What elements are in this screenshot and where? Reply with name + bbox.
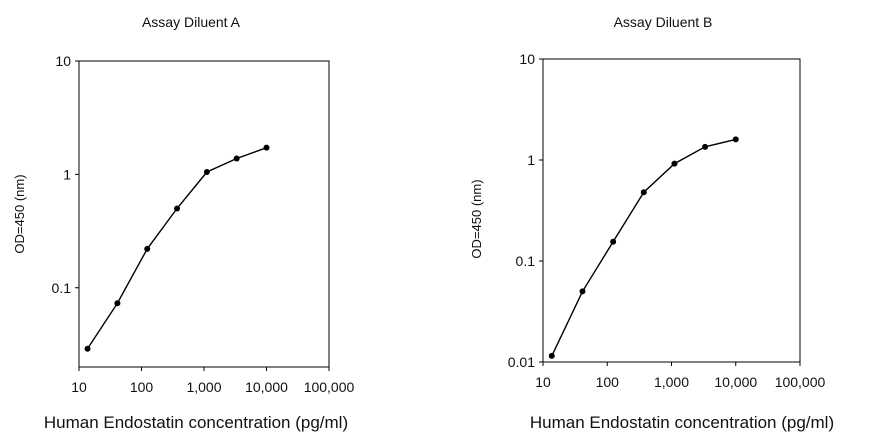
chart-a-ticks: 10 100 1,000 10,000 100,000 0.1 1 10 bbox=[52, 53, 355, 395]
chart-panel-b: Assay Diluent B OD=450 (nm) Human Endost… bbox=[469, 14, 834, 432]
chart-a-data-point bbox=[263, 144, 270, 151]
chart-a-y-tick-label: 1 bbox=[63, 166, 71, 182]
chart-b-y-tick-label: 10 bbox=[519, 51, 535, 67]
chart-b-data-point bbox=[548, 352, 555, 359]
chart-b-data-point bbox=[610, 238, 617, 245]
chart-b-y-tick-label: 0.1 bbox=[516, 253, 536, 269]
chart-b-x-tick-label: 10,000 bbox=[714, 374, 757, 390]
chart-b-title: Assay Diluent B bbox=[614, 14, 713, 30]
chart-b-data-point bbox=[671, 160, 678, 167]
chart-a-x-tick-label: 100 bbox=[130, 379, 154, 395]
chart-b-x-tick-label: 100,000 bbox=[775, 374, 826, 390]
chart-panel-a: Assay Diluent A OD=450 (nm) Human Endost… bbox=[12, 14, 355, 432]
chart-a-data-point bbox=[84, 345, 91, 352]
chart-b-data-point bbox=[702, 143, 709, 150]
chart-b-data-point bbox=[732, 136, 739, 143]
chart-b-y-axis-label: OD=450 (nm) bbox=[469, 179, 484, 258]
chart-a-y-axis-label: OD=450 (nm) bbox=[12, 174, 27, 253]
chart-b-y-tick-label: 1 bbox=[527, 152, 535, 168]
chart-a-plot-frame bbox=[78, 60, 330, 368]
chart-a-x-tick-label: 1,000 bbox=[186, 379, 221, 395]
chart-b-data-point bbox=[579, 288, 586, 295]
chart-b-series-line bbox=[551, 138, 736, 357]
chart-a-data-point bbox=[144, 245, 151, 252]
chart-b-x-tick-label: 100 bbox=[596, 374, 620, 390]
chart-b-y-tick-label: 0.01 bbox=[508, 354, 535, 370]
chart-b-x-axis-label: Human Endostatin concentration (pg/ml) bbox=[530, 413, 834, 432]
chart-a-title: Assay Diluent A bbox=[142, 14, 241, 30]
chart-b-plot-frame bbox=[542, 58, 801, 363]
chart-a-x-tick-label: 10,000 bbox=[245, 379, 288, 395]
chart-a-series bbox=[84, 144, 270, 352]
chart-a-x-axis-label: Human Endostatin concentration (pg/ml) bbox=[44, 413, 348, 432]
chart-a-data-point bbox=[233, 155, 240, 162]
chart-a-y-tick-label: 0.1 bbox=[52, 280, 72, 296]
chart-a-data-point bbox=[114, 300, 121, 307]
chart-b-x-tick-label: 10 bbox=[535, 374, 551, 390]
chart-b-data-point bbox=[640, 189, 647, 196]
chart-a-x-tick-label: 10 bbox=[71, 379, 87, 395]
chart-a-series-line bbox=[86, 147, 267, 350]
chart-a-data-point bbox=[174, 205, 181, 212]
chart-a-y-tick-label: 10 bbox=[55, 53, 71, 69]
chart-b-series bbox=[548, 136, 739, 359]
chart-a-data-point bbox=[203, 168, 210, 175]
chart-a-x-tick-label: 100,000 bbox=[304, 379, 355, 395]
chart-b-x-tick-label: 1,000 bbox=[654, 374, 689, 390]
chart-b-ticks: 10 100 1,000 10,000 100,000 0.01 0.1 1 10 bbox=[508, 51, 826, 390]
